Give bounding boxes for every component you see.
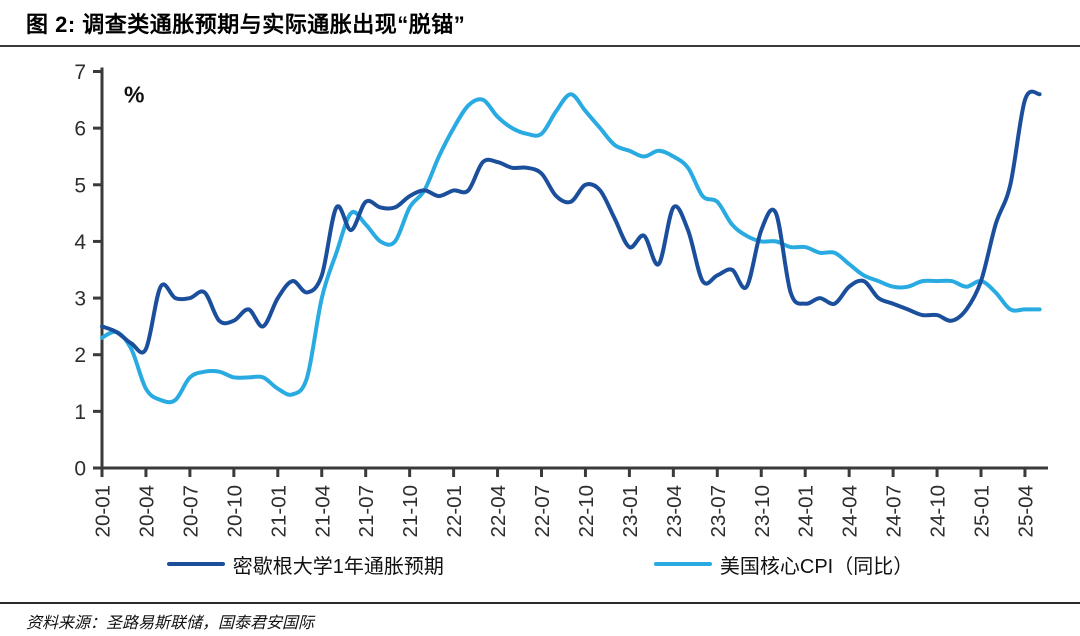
legend-line-dark-blue xyxy=(166,562,225,566)
y-tick-label: 4 xyxy=(74,231,86,254)
chart-legend: 密歇根大学1年通胀预期 美国核心CPI（同比） xyxy=(0,550,1080,579)
y-tick-label: 3 xyxy=(74,288,86,311)
inflation-line-chart: 0 1 2 3 4 5 6 7 20-01 20-04 20-07 20-10 21-01 21-04 21… xyxy=(0,47,1080,550)
x-tick-label: 23-10 xyxy=(751,485,774,537)
legend-line-light-blue xyxy=(653,562,712,566)
source-note: 资料来源：圣路易斯联储，国泰君安国际 xyxy=(0,602,1080,633)
x-tick-label: 23-04 xyxy=(663,485,686,537)
x-tick-label: 22-04 xyxy=(487,485,510,537)
x-tick-label: 24-01 xyxy=(795,485,818,537)
x-tick-label: 25-01 xyxy=(971,485,994,537)
x-tick-label: 20-01 xyxy=(92,485,115,537)
y-tick-label: 6 xyxy=(74,118,86,141)
source-text: 资料来源：圣路易斯联储，国泰君安国际 xyxy=(26,615,315,632)
legend-item-michigan-expectations: 密歇根大学1年通胀预期 xyxy=(166,550,444,579)
figure-title: 图 2: 调查类通胀预期与实际通胀出现“脱锚” xyxy=(26,12,466,37)
x-tick-label: 23-01 xyxy=(619,485,642,537)
chart-canvas: 0 1 2 3 4 5 6 7 20-01 20-04 20-07 20-10 21-01 21-04 21… xyxy=(74,61,1048,537)
series-core-cpi-line xyxy=(100,92,1042,405)
x-tick-label: 20-04 xyxy=(135,485,158,537)
x-tick-label: 24-04 xyxy=(839,485,862,537)
figure-title-bar: 图 2: 调查类通胀预期与实际通胀出现“脱锚” xyxy=(0,0,1080,47)
x-tick-label: 21-01 xyxy=(267,485,290,537)
x-tick-label: 21-07 xyxy=(355,485,378,537)
series-michigan-line xyxy=(100,89,1042,355)
x-tick-label: 22-07 xyxy=(531,485,554,537)
legend-item-core-cpi: 美国核心CPI（同比） xyxy=(653,550,914,579)
x-tick-label: 24-10 xyxy=(927,485,950,537)
y-tick-label: 2 xyxy=(74,344,86,367)
legend-label: 密歇根大学1年通胀预期 xyxy=(232,555,444,578)
y-tick-label: 0 xyxy=(74,458,86,481)
x-tick-label: 24-07 xyxy=(883,485,906,537)
x-tick-label: 21-10 xyxy=(399,485,422,537)
y-tick-label: 5 xyxy=(74,174,86,197)
legend-label: 美国核心CPI（同比） xyxy=(719,555,914,578)
y-axis-unit-label: % xyxy=(124,82,144,108)
x-tick-label: 23-07 xyxy=(707,485,730,537)
y-tick-label: 7 xyxy=(74,61,86,84)
x-tick-label: 22-01 xyxy=(443,485,466,537)
x-tick-label: 25-04 xyxy=(1014,485,1037,537)
x-tick-label: 21-04 xyxy=(311,485,334,537)
y-tick-label: 1 xyxy=(74,401,86,424)
x-tick-label: 20-07 xyxy=(179,485,202,537)
x-tick-label: 22-10 xyxy=(575,485,598,537)
x-tick-label: 20-10 xyxy=(223,485,246,537)
